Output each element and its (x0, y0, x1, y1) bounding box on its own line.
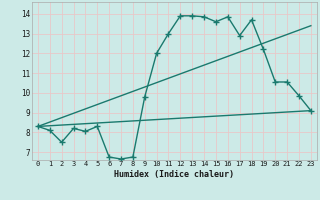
X-axis label: Humidex (Indice chaleur): Humidex (Indice chaleur) (115, 170, 234, 179)
